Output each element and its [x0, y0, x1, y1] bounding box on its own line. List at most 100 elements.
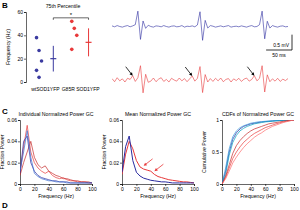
axis: 0 20 40 60 [17, 9, 26, 85]
tick-label: 0 [121, 186, 124, 192]
data-point [70, 48, 74, 52]
plot-area [112, 66, 288, 93]
y-axis-title: Frequency (Hz) [5, 29, 11, 65]
tick-mark [120, 120, 122, 121]
axis-line [24, 13, 27, 83]
tick-label: 60 [17, 9, 23, 15]
arrow-shaft [185, 67, 191, 74]
tick: 20 [134, 184, 140, 192]
data-point [35, 69, 39, 73]
data-point [75, 34, 79, 38]
panel-label: D [2, 201, 8, 210]
tick: 0 [121, 184, 124, 192]
tick: 0 [216, 181, 222, 187]
tick: 100 [290, 184, 299, 192]
axis: 0 0.02 0.04 0.06 [109, 117, 122, 187]
tick: 0.04 [7, 138, 20, 144]
data-line [122, 136, 194, 183]
tick: 0.06 [7, 117, 20, 123]
axis: 00.020.040.06 [7, 117, 20, 187]
axis: 020406080100 [19, 184, 97, 192]
tick-label: 0.02 [109, 160, 119, 166]
arrow [247, 67, 254, 76]
tick: 40 [249, 184, 255, 192]
category-axis: wtSOD1YFPG85R SOD1YFP [31, 82, 100, 92]
tick-label: 80 [177, 186, 183, 192]
arrow [126, 67, 133, 76]
tick-label: 0.06 [7, 117, 17, 123]
arrow-head [154, 168, 158, 171]
panel-label: C [2, 107, 8, 116]
tick: 20 [17, 56, 26, 62]
tick-label: 0 [216, 181, 219, 187]
tick: 40 [17, 32, 26, 38]
plot-area [222, 120, 294, 184]
data-line [222, 120, 294, 184]
tick-mark [220, 152, 222, 153]
axis-line [220, 121, 223, 185]
arrow-head [144, 163, 148, 166]
tick: 0.5 [212, 149, 222, 155]
chart-title: Mean Normalized Power GC [125, 111, 191, 117]
tick-label: 40 [149, 186, 155, 192]
arrow [144, 159, 153, 166]
data-line [222, 120, 294, 184]
tick: 40 [149, 184, 155, 192]
x-axis-title: Frequency (Hz) [140, 193, 176, 199]
tick-label: 40 [249, 186, 255, 192]
tick-label: 20 [32, 186, 38, 192]
arrow-shaft [145, 159, 152, 165]
tick: 80 [75, 184, 81, 192]
tick-label: 100 [88, 186, 97, 192]
tick-label: 0.06 [109, 117, 119, 123]
tick: 0.06 [109, 117, 122, 123]
scale-bar-voltage [292, 35, 293, 50]
axis: 0 20 40 60 80 100 [221, 184, 299, 192]
arrow-head [251, 72, 254, 76]
category-tick: G85R SOD1YFP [62, 82, 100, 92]
chart-title: 75th Percentile [46, 3, 81, 9]
axis: 0 20 40 60 80 100 [121, 184, 199, 192]
data-line [222, 120, 294, 184]
figure: BCD0204060wtSOD1YFPG85R SOD1YFP*75th Per… [0, 0, 300, 210]
panel-label: B [2, 1, 8, 10]
tick-mark [18, 141, 20, 142]
tick-label: 40 [17, 32, 23, 38]
tick: 20 [234, 184, 240, 192]
tick: 60 [17, 9, 26, 15]
tick-label: 80 [277, 186, 283, 192]
chart-title: Individual Normalized Power GC [19, 111, 94, 117]
tick: 0 [116, 181, 122, 187]
scale-bar-label: 0.5 mV [273, 42, 290, 48]
arrow-head [129, 72, 132, 76]
tick: 0 [221, 184, 224, 192]
tick-label: 20 [17, 56, 23, 62]
plot-area [20, 125, 92, 183]
tick-label: 0 [20, 79, 23, 85]
y-axis-title: Cumulative Power [201, 131, 207, 173]
tick: 100 [190, 184, 199, 192]
data-line [222, 120, 294, 184]
tick-label: 0.02 [7, 160, 17, 166]
tick-mark [18, 163, 20, 164]
tick: 100 [88, 184, 97, 192]
tick-label: 60 [263, 186, 269, 192]
tick-mark [120, 184, 122, 185]
tick: 20 [32, 184, 38, 192]
mean-marker [86, 42, 92, 43]
tick-mark [24, 12, 26, 13]
tick-label: 0.04 [109, 138, 119, 144]
tick-label: 60 [163, 186, 169, 192]
data-point [70, 20, 74, 24]
axis: 00.51 [212, 117, 222, 187]
data-line [112, 66, 288, 93]
tick: 80 [177, 184, 183, 192]
arrow [185, 67, 192, 76]
arrow-head [189, 72, 192, 76]
tick-label: 0 [19, 186, 22, 192]
tick-mark [18, 120, 20, 121]
tick: 60 [263, 184, 269, 192]
tick-label: 0.5 [212, 149, 219, 155]
tick-label: 80 [75, 186, 81, 192]
tick: 60 [163, 184, 169, 192]
